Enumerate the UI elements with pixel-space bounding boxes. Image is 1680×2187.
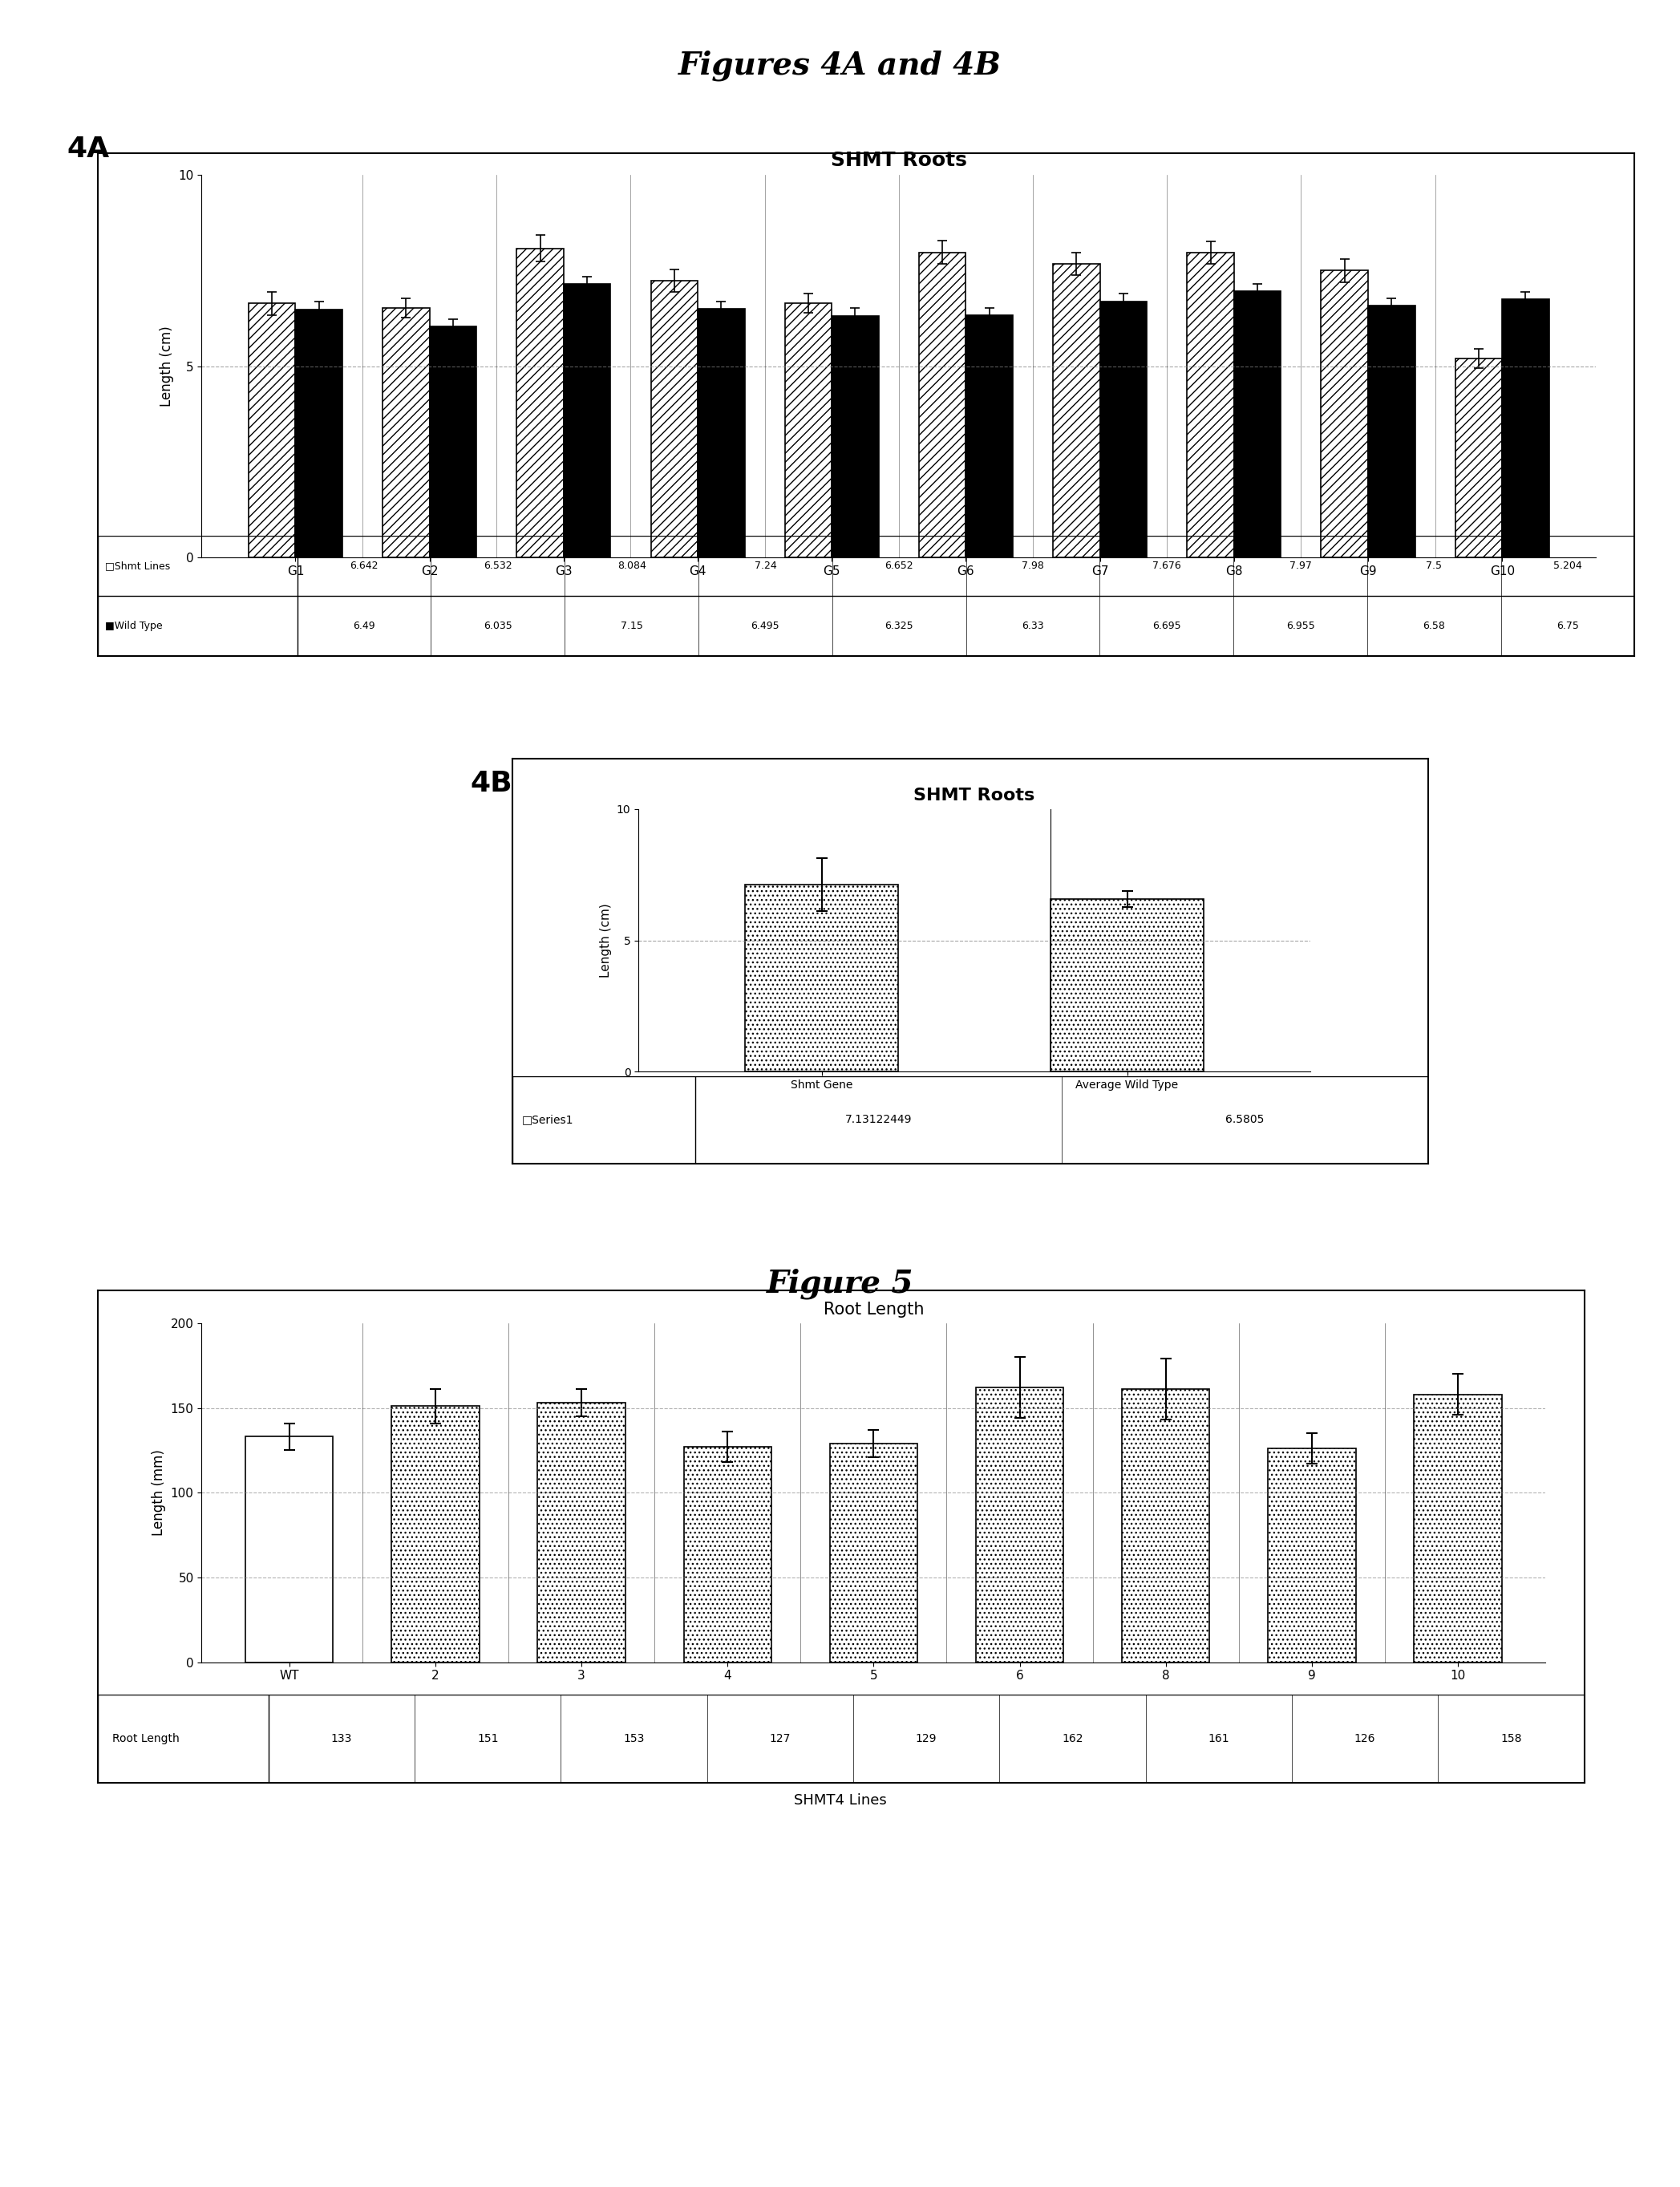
Y-axis label: Length (cm): Length (cm) <box>600 903 612 978</box>
Text: 6.58: 6.58 <box>1423 621 1445 632</box>
Bar <box>245 1437 333 1662</box>
Bar <box>249 304 296 558</box>
Bar <box>1320 271 1368 558</box>
Bar <box>383 308 430 558</box>
Text: 6.652: 6.652 <box>885 560 914 571</box>
Text: 8.084: 8.084 <box>617 560 647 571</box>
Bar <box>832 315 879 558</box>
Text: 133: 133 <box>331 1732 353 1745</box>
Bar <box>391 1406 479 1662</box>
Text: 5.204: 5.204 <box>1554 560 1583 571</box>
Text: 7.24: 7.24 <box>754 560 776 571</box>
Bar <box>1415 1395 1502 1662</box>
Text: 6.955: 6.955 <box>1285 621 1315 632</box>
Text: ■Wild Type: ■Wild Type <box>106 621 163 632</box>
Bar <box>430 326 477 558</box>
Text: □Series1: □Series1 <box>521 1113 573 1126</box>
Text: 162: 162 <box>1062 1732 1084 1745</box>
Text: 7.98: 7.98 <box>1021 560 1043 571</box>
Bar <box>697 308 744 558</box>
Bar <box>1050 899 1203 1072</box>
Text: Figures 4A and 4B: Figures 4A and 4B <box>679 50 1001 81</box>
Text: 7.15: 7.15 <box>620 621 643 632</box>
Bar <box>296 308 343 558</box>
Bar <box>1122 1389 1210 1662</box>
Text: 6.325: 6.325 <box>885 621 914 632</box>
Text: 7.676: 7.676 <box>1152 560 1181 571</box>
Text: 7.13122449: 7.13122449 <box>845 1113 912 1126</box>
Bar <box>1100 302 1147 558</box>
Bar <box>976 1387 1063 1662</box>
Text: 4A: 4A <box>67 136 109 162</box>
Text: 7.97: 7.97 <box>1289 560 1312 571</box>
Bar <box>1235 291 1280 558</box>
Bar <box>1053 265 1100 558</box>
Text: 6.5805: 6.5805 <box>1225 1113 1265 1126</box>
Text: SHMT4 Lines: SHMT4 Lines <box>793 1793 887 1809</box>
Bar <box>1502 300 1549 558</box>
Text: 6.642: 6.642 <box>349 560 378 571</box>
Bar <box>517 249 563 558</box>
Text: 6.75: 6.75 <box>1557 621 1579 632</box>
Bar <box>1268 1448 1356 1662</box>
Text: 6.695: 6.695 <box>1152 621 1181 632</box>
Bar <box>538 1402 625 1662</box>
Text: □Shmt Lines: □Shmt Lines <box>106 560 170 571</box>
Bar <box>1188 254 1235 558</box>
Title: SHMT Roots: SHMT Roots <box>914 787 1035 803</box>
Text: 4B: 4B <box>470 770 512 796</box>
Text: Figure 5: Figure 5 <box>766 1268 914 1299</box>
Text: 161: 161 <box>1208 1732 1230 1745</box>
Bar <box>919 252 966 558</box>
Text: 6.49: 6.49 <box>353 621 375 632</box>
Text: 129: 129 <box>916 1732 937 1745</box>
Text: 6.33: 6.33 <box>1021 621 1043 632</box>
Text: 6.532: 6.532 <box>484 560 512 571</box>
Bar <box>746 884 899 1072</box>
Text: 158: 158 <box>1500 1732 1522 1745</box>
Bar <box>830 1443 917 1662</box>
Bar <box>966 315 1013 558</box>
Y-axis label: Length (mm): Length (mm) <box>151 1450 166 1535</box>
Text: 6.495: 6.495 <box>751 621 780 632</box>
Bar <box>650 280 697 558</box>
Text: 127: 127 <box>769 1732 791 1745</box>
Bar <box>1455 359 1502 558</box>
Text: Root Length: Root Length <box>113 1732 180 1745</box>
Bar <box>785 304 832 558</box>
Bar <box>684 1448 771 1662</box>
Title: Root Length: Root Length <box>823 1301 924 1317</box>
Title: SHMT Roots: SHMT Roots <box>830 151 968 171</box>
Bar <box>563 284 610 558</box>
Text: 7.5: 7.5 <box>1426 560 1441 571</box>
Text: 153: 153 <box>623 1732 645 1745</box>
Text: 151: 151 <box>477 1732 499 1745</box>
Text: 6.035: 6.035 <box>484 621 512 632</box>
Text: 126: 126 <box>1354 1732 1376 1745</box>
Y-axis label: Length (cm): Length (cm) <box>160 326 175 407</box>
Bar <box>1368 306 1415 558</box>
